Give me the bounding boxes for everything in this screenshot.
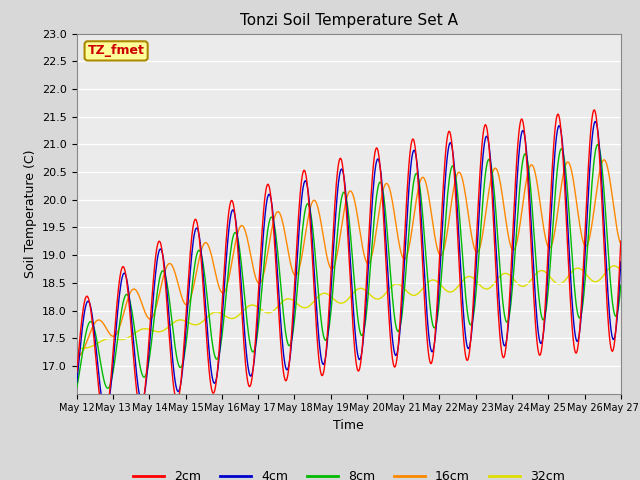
Title: Tonzi Soil Temperature Set A: Tonzi Soil Temperature Set A: [240, 13, 458, 28]
X-axis label: Time: Time: [333, 419, 364, 432]
Text: TZ_fmet: TZ_fmet: [88, 44, 145, 58]
Legend: 2cm, 4cm, 8cm, 16cm, 32cm: 2cm, 4cm, 8cm, 16cm, 32cm: [128, 465, 570, 480]
Y-axis label: Soil Temperature (C): Soil Temperature (C): [24, 149, 36, 278]
